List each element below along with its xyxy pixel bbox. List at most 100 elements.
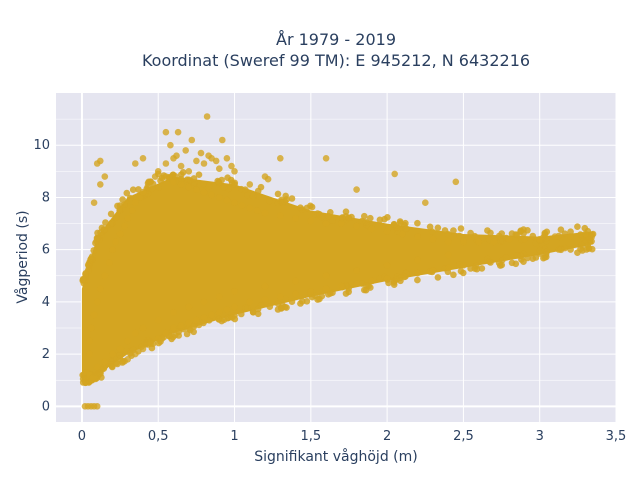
scatter-point <box>498 230 506 237</box>
scatter-point <box>139 188 147 196</box>
scatter-point <box>246 204 254 212</box>
scatter-point <box>123 189 131 197</box>
scatter-point <box>397 277 404 285</box>
scatter-point <box>126 350 134 357</box>
scatter-point <box>264 175 272 183</box>
scatter-point <box>100 363 108 371</box>
scatter-point <box>426 223 434 231</box>
dense-point-cloud <box>81 176 594 381</box>
scatter-point <box>529 255 537 262</box>
x-tick-label: 3,5 <box>606 429 627 444</box>
scatter-point <box>119 358 126 365</box>
scatter-point <box>231 168 238 175</box>
scatter-point <box>185 303 193 311</box>
scatter-point <box>212 157 220 165</box>
scatter-point <box>107 210 115 218</box>
scatter-point <box>266 197 274 205</box>
scatter-point <box>97 157 104 165</box>
scatter-point <box>200 298 208 306</box>
scatter-point <box>460 262 467 269</box>
scatter-point <box>473 265 481 273</box>
scatter-point <box>402 270 410 277</box>
scatter-point <box>238 202 246 209</box>
scatter-point <box>173 152 180 159</box>
scatter-point <box>223 306 231 314</box>
y-tick-label: 0 <box>42 399 50 414</box>
scatter-point <box>246 298 254 306</box>
scatter-point <box>434 274 442 281</box>
scatter-point <box>414 276 421 284</box>
scatter-point <box>139 324 147 332</box>
scatter-point <box>345 214 353 221</box>
scatter-point <box>132 329 139 337</box>
scatter-point <box>338 282 345 290</box>
scatter-point <box>126 194 134 202</box>
scatter-point <box>121 222 128 230</box>
scatter-point <box>322 155 330 162</box>
scatter-point <box>261 296 269 303</box>
scatter-point <box>155 184 162 191</box>
scatter-point <box>139 155 147 162</box>
scatter-point <box>261 209 269 217</box>
scatter-point <box>90 199 98 206</box>
scatter-point <box>170 178 177 186</box>
scatter-point <box>205 317 213 324</box>
x-tick-label: 1,5 <box>300 429 321 444</box>
scatter-point <box>307 217 315 225</box>
y-tick-label: 10 <box>33 138 50 153</box>
scatter-point <box>188 136 196 144</box>
scatter-point <box>82 379 89 387</box>
scatter-point <box>87 324 95 332</box>
scatter-point <box>383 262 391 269</box>
scatter-point <box>521 235 528 243</box>
scatter-point <box>487 229 494 237</box>
scatter-point <box>92 375 99 383</box>
scatter-point <box>136 194 144 201</box>
x-tick-label: 0,5 <box>148 429 169 444</box>
scatter-point <box>338 220 345 227</box>
scatter-point <box>434 224 442 232</box>
scatter-point <box>119 196 126 203</box>
scatter-point <box>551 233 559 240</box>
scatter-point <box>97 181 104 188</box>
scatter-point <box>277 155 284 162</box>
scatter-point <box>154 168 162 175</box>
scatter-point <box>116 345 124 353</box>
scatter-point <box>170 324 177 332</box>
scatter-point <box>325 291 332 298</box>
scatter-point <box>582 230 589 238</box>
scatter-point <box>219 136 226 144</box>
scatter-point <box>303 298 311 305</box>
scatter-point <box>529 232 537 240</box>
scatter-point <box>231 179 239 187</box>
scatter-point <box>182 147 189 154</box>
scatter-point <box>299 298 306 305</box>
scatter-point <box>200 188 208 196</box>
scatter-point <box>567 246 574 253</box>
scatter-point <box>208 311 215 319</box>
scatter-point <box>353 280 360 287</box>
scatter-point <box>368 277 376 285</box>
scatter-point <box>329 217 336 224</box>
scatter-point <box>216 293 223 301</box>
scatter-point <box>90 311 98 319</box>
scatter-point <box>322 272 330 280</box>
scatter-point <box>254 310 262 318</box>
scatter-point <box>223 196 231 204</box>
scatter-point <box>277 293 284 301</box>
scatter-point <box>288 298 296 306</box>
scatter-point <box>167 141 174 149</box>
dense-cloud-area <box>81 176 594 381</box>
tick-labels: 0 0,5 1 1,5 2 2,5 3 3,5 0 2 4 6 8 10 <box>33 138 626 444</box>
scatter-point <box>193 157 200 165</box>
scatter-point <box>225 185 232 193</box>
scatter-point <box>376 216 384 224</box>
scatter-point <box>414 256 421 264</box>
scatter-point <box>179 169 187 176</box>
scatter-point <box>577 231 584 238</box>
scatter-point <box>177 181 185 188</box>
scatter-point <box>162 128 170 136</box>
y-tick-label: 2 <box>42 347 50 362</box>
scatter-point <box>238 185 245 193</box>
